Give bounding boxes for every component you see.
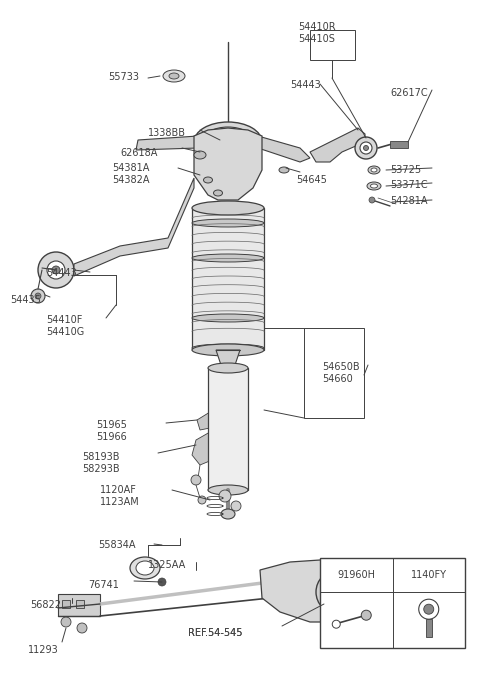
Ellipse shape [218,135,238,149]
Text: 1325AA: 1325AA [148,560,186,570]
Ellipse shape [279,167,289,173]
Ellipse shape [194,122,262,162]
Polygon shape [260,560,370,622]
Polygon shape [194,128,262,200]
Text: 54410F
54410G: 54410F 54410G [46,315,84,338]
Polygon shape [74,178,194,276]
Text: 62617C: 62617C [390,88,428,98]
Ellipse shape [194,151,206,159]
Text: 1140FY: 1140FY [411,570,447,580]
Bar [208,368,248,490]
Bar [390,141,408,148]
Polygon shape [197,412,216,430]
Circle shape [35,293,41,299]
Ellipse shape [368,166,380,174]
Ellipse shape [363,145,369,150]
Text: 54650B
54660: 54650B 54660 [322,362,360,384]
Text: 54281A: 54281A [390,196,428,206]
Ellipse shape [360,142,372,154]
Text: 62618A: 62618A [120,148,157,158]
Circle shape [158,578,166,586]
Ellipse shape [163,70,185,82]
Text: 54381A
54382A: 54381A 54382A [112,163,149,185]
Ellipse shape [192,201,264,215]
Circle shape [419,599,439,619]
Ellipse shape [221,509,235,519]
Text: 53371C: 53371C [390,180,428,190]
Ellipse shape [136,561,154,575]
Ellipse shape [208,363,248,373]
Circle shape [77,623,87,633]
Ellipse shape [371,184,377,188]
Text: 1120AF
1123AM: 1120AF 1123AM [100,485,140,507]
Circle shape [52,266,60,274]
Circle shape [326,580,350,604]
Polygon shape [192,432,218,465]
Text: 55733: 55733 [108,72,139,82]
Text: REF.54-545: REF.54-545 [188,628,242,638]
Text: 54645: 54645 [296,175,327,185]
Text: 91960H: 91960H [337,570,375,580]
Ellipse shape [169,73,179,79]
Text: 54443: 54443 [46,268,77,278]
Ellipse shape [192,219,264,227]
Ellipse shape [214,190,223,196]
Polygon shape [310,128,365,162]
Circle shape [332,620,340,628]
Bar [310,30,355,60]
Bar [76,600,84,608]
Text: 58193B
58293B: 58193B 58293B [82,452,120,475]
Ellipse shape [223,138,233,145]
Ellipse shape [355,137,377,159]
Polygon shape [136,136,208,150]
Circle shape [47,261,65,279]
Circle shape [38,252,74,288]
Circle shape [31,289,45,303]
Ellipse shape [192,344,264,356]
Text: 55834A: 55834A [98,540,135,550]
Circle shape [333,587,343,597]
Bar [320,558,465,648]
Ellipse shape [367,182,381,190]
Ellipse shape [204,177,213,183]
Ellipse shape [371,168,377,172]
Bar [192,208,264,350]
Ellipse shape [192,254,264,262]
Bar [58,594,100,616]
Circle shape [198,496,206,504]
Polygon shape [216,350,240,368]
Circle shape [191,475,201,485]
Circle shape [424,604,434,614]
Circle shape [369,197,375,203]
Text: REF.54-545: REF.54-545 [188,628,242,638]
Circle shape [219,490,231,502]
Text: 51965
51966: 51965 51966 [96,420,127,442]
Ellipse shape [208,485,248,495]
Ellipse shape [192,314,264,322]
Circle shape [361,610,371,620]
Text: 76741: 76741 [88,580,119,590]
Bar [426,619,432,637]
Ellipse shape [202,127,254,157]
Ellipse shape [130,557,160,579]
Circle shape [316,570,360,614]
Circle shape [231,501,241,511]
Text: 56822: 56822 [30,600,61,610]
Text: 54443: 54443 [290,80,321,90]
Text: 11293: 11293 [28,645,59,655]
Bar [304,328,364,418]
Text: 1338BB: 1338BB [148,128,186,138]
Text: 54410R
54410S: 54410R 54410S [298,22,336,45]
Text: 54435: 54435 [10,295,41,305]
Polygon shape [248,136,310,162]
Text: 53725: 53725 [390,165,421,175]
Circle shape [61,617,71,627]
Ellipse shape [192,344,264,352]
Bar [62,600,70,608]
